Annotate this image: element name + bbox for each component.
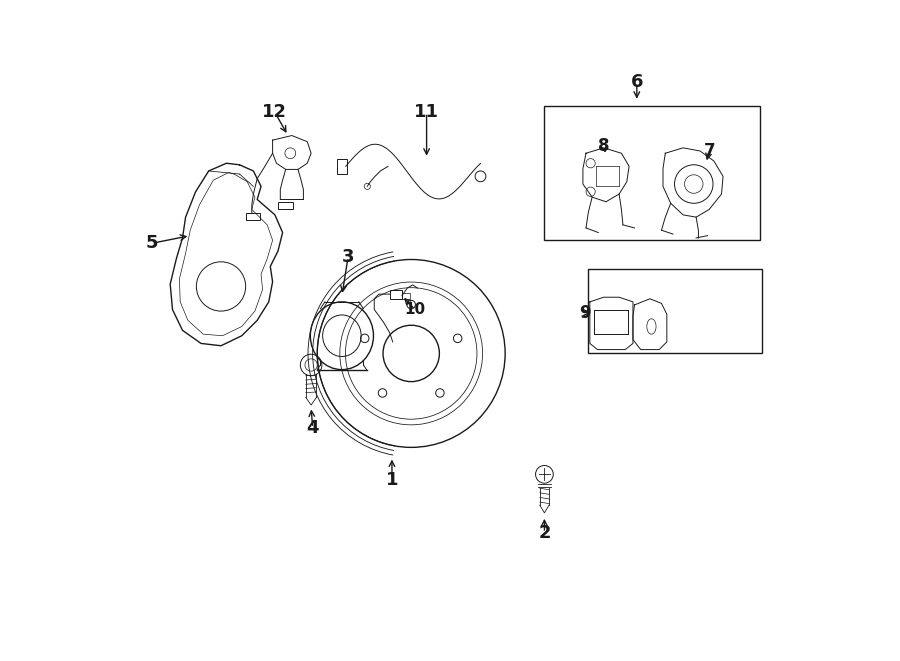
Text: 12: 12	[263, 103, 287, 122]
Text: 2: 2	[538, 524, 551, 542]
Bar	[246, 213, 259, 220]
Text: 9: 9	[579, 303, 590, 322]
Text: 8: 8	[598, 137, 609, 155]
Text: 4: 4	[306, 419, 319, 437]
Text: 5: 5	[146, 235, 158, 253]
Text: 3: 3	[342, 248, 355, 266]
Text: 7: 7	[704, 142, 715, 160]
Text: 10: 10	[404, 302, 426, 317]
Bar	[390, 290, 402, 299]
Bar	[337, 159, 347, 174]
Text: 1: 1	[386, 471, 398, 488]
Bar	[544, 106, 760, 240]
Text: 11: 11	[414, 103, 439, 122]
Bar	[402, 293, 410, 299]
Text: 6: 6	[631, 73, 644, 91]
Bar	[278, 202, 293, 210]
Bar	[589, 269, 761, 354]
